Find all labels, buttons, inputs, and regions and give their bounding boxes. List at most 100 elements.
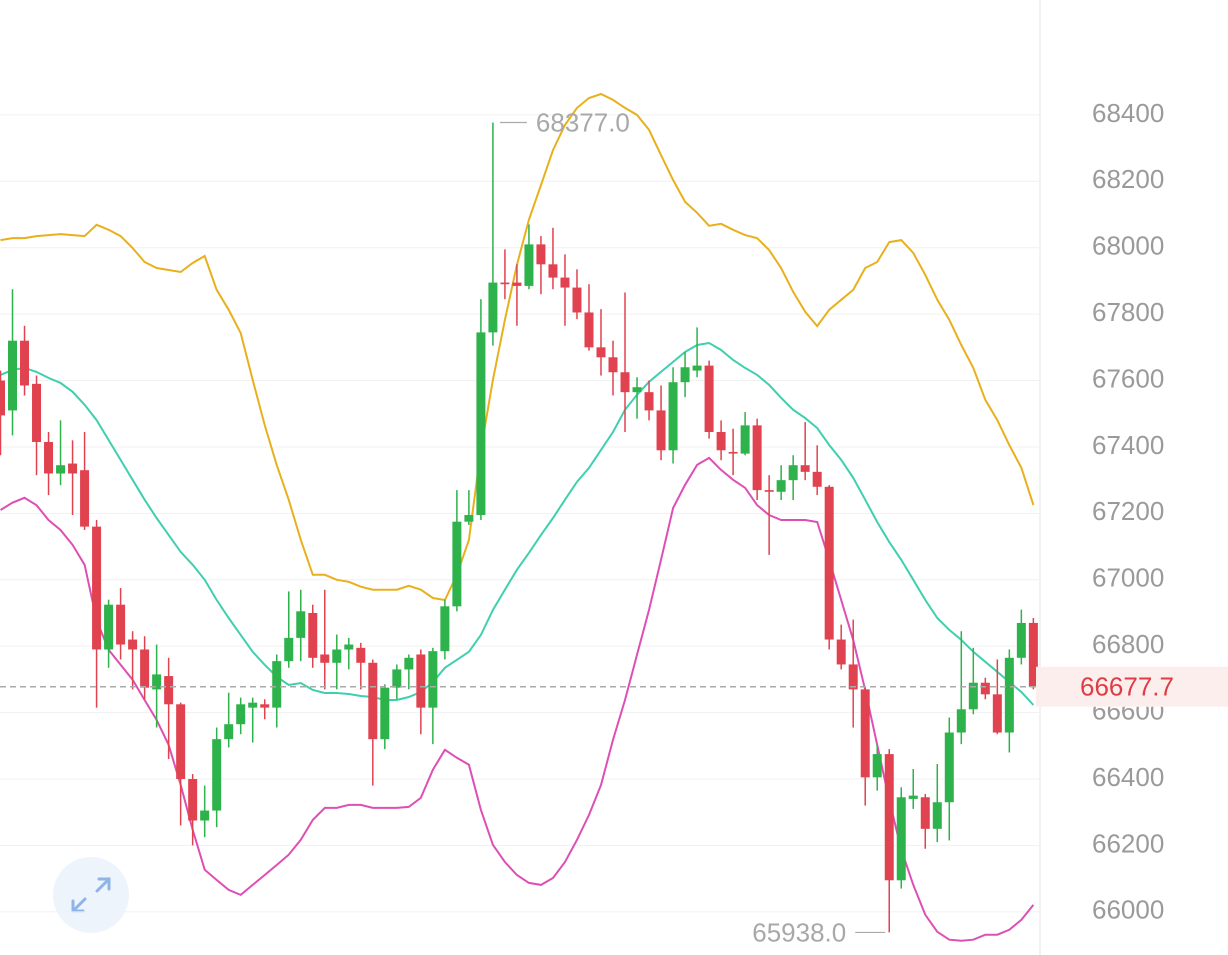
candle-body — [992, 694, 1002, 733]
candle-body — [788, 465, 798, 481]
candle-body — [836, 639, 846, 665]
y-tick-label: 68200 — [1092, 164, 1164, 194]
candle-body — [920, 797, 930, 829]
candle-body — [188, 779, 198, 821]
candle-body — [416, 654, 426, 708]
y-tick-label: 67000 — [1092, 563, 1164, 593]
candle-body — [332, 649, 342, 663]
candle-body — [476, 332, 486, 516]
candle-body — [908, 795, 918, 799]
candle-body — [116, 604, 126, 645]
candle-body — [248, 702, 258, 708]
candle-body — [680, 367, 690, 383]
candle-body — [692, 365, 702, 371]
candle-body — [428, 651, 438, 708]
candle-body — [20, 340, 30, 386]
candle-body — [380, 687, 390, 740]
candle-body — [68, 463, 78, 474]
candle-body — [632, 387, 642, 393]
candle-body — [92, 526, 102, 650]
candle-body — [620, 372, 630, 393]
candle-body — [884, 754, 894, 881]
candle-body — [548, 264, 558, 278]
candle-body — [668, 382, 678, 451]
y-tick-label: 66400 — [1092, 762, 1164, 792]
candle-body — [716, 432, 726, 451]
candle-body — [1016, 622, 1026, 658]
y-tick-label: 67400 — [1092, 430, 1164, 460]
candle-body — [272, 661, 282, 708]
candle-body — [200, 810, 210, 821]
candle-body — [860, 689, 870, 778]
band-line — [0, 456, 1035, 942]
candle-body — [32, 383, 42, 442]
last-price-label: 66677.7 — [1080, 672, 1174, 702]
candle-body — [704, 365, 714, 433]
y-tick-label: 68400 — [1092, 98, 1164, 128]
candle-body — [752, 425, 762, 491]
candle-body — [128, 639, 138, 650]
band-line — [0, 341, 1035, 706]
candle-body — [80, 470, 90, 527]
candle-body — [452, 521, 462, 607]
candle-body — [440, 606, 450, 652]
y-tick-label: 66000 — [1092, 895, 1164, 925]
expand-button[interactable] — [53, 857, 129, 933]
candle-body — [644, 392, 654, 411]
candle-body — [728, 451, 738, 454]
y-tick-label: 67600 — [1092, 363, 1164, 393]
candle-body — [812, 471, 822, 487]
candle-body — [776, 480, 786, 492]
candle-body — [572, 287, 582, 313]
candle-body — [284, 637, 294, 662]
expand-button-bg[interactable] — [53, 857, 129, 933]
candle-body — [224, 724, 234, 740]
y-tick-label: 68000 — [1092, 231, 1164, 261]
candles — [0, 122, 1038, 933]
candle-body — [320, 654, 330, 663]
candle-body — [944, 732, 954, 803]
candle-body — [44, 441, 54, 474]
annotation-label: 65938.0 — [752, 917, 846, 947]
candle-body — [356, 647, 366, 663]
candle-body — [236, 704, 246, 725]
candle-body — [896, 797, 906, 881]
candle-body — [152, 674, 162, 690]
candle-body — [512, 282, 522, 286]
last-price-box — [1036, 666, 1228, 707]
candle-body — [740, 425, 750, 454]
candle-body — [764, 490, 774, 492]
candle-body — [344, 644, 354, 650]
expand-icon[interactable] — [71, 877, 111, 913]
candle-body — [980, 682, 990, 695]
candle-body — [536, 244, 546, 265]
candle-body — [656, 410, 666, 451]
candle-body — [392, 669, 402, 688]
y-tick-label: 66200 — [1092, 828, 1164, 858]
candle-body — [176, 704, 186, 780]
annotation-label: 68377.0 — [536, 107, 630, 137]
candle-body — [488, 282, 498, 333]
y-tick-label: 67800 — [1092, 297, 1164, 327]
candle-body — [104, 604, 114, 650]
candle-body — [1028, 622, 1038, 687]
candle-body — [56, 465, 66, 474]
candle-body — [260, 704, 270, 708]
candle-body — [212, 739, 222, 811]
candle-body — [308, 612, 318, 658]
candle-body — [296, 611, 306, 638]
candle-body — [872, 754, 882, 778]
candle-body — [584, 312, 594, 348]
candle-body — [368, 662, 378, 740]
candle-body — [524, 244, 534, 286]
candle-body — [8, 340, 18, 411]
candle-body — [800, 465, 810, 472]
candle-body — [596, 347, 606, 358]
candle-body — [932, 802, 942, 829]
candle-body — [848, 664, 858, 690]
candle-body — [608, 357, 618, 373]
candle-body — [560, 277, 570, 288]
candle-body — [0, 380, 5, 416]
